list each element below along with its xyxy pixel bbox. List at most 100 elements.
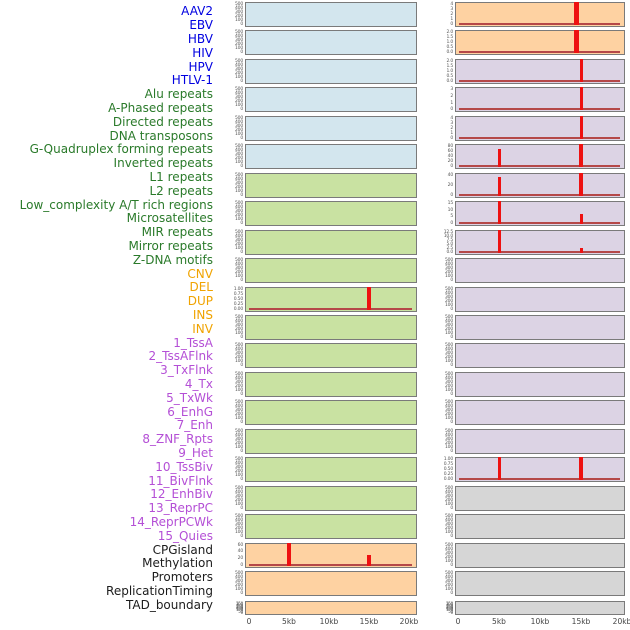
baseline-marker xyxy=(459,51,620,54)
track-panel xyxy=(245,201,417,227)
y-tick-label: 100 xyxy=(445,359,453,365)
y-tick-label: 100 xyxy=(445,558,453,564)
track-panel xyxy=(455,314,625,340)
y-tick-label: 400 xyxy=(235,148,243,154)
feature-label: Methylation xyxy=(142,556,213,571)
x-tick-label: 20kb xyxy=(399,617,419,626)
y-tick-label: 500 xyxy=(445,485,453,491)
y-tick-label: 400 xyxy=(445,489,453,495)
baseline-marker xyxy=(459,108,620,111)
y-tick-label: 500 xyxy=(235,2,243,7)
y-tick-label: 300 xyxy=(235,38,243,44)
y-tick-label: 500 xyxy=(235,485,243,491)
y-tick-label: 1.00 xyxy=(233,286,243,292)
y-tick-label: 200 xyxy=(235,156,243,162)
y-tick-label: 400 xyxy=(235,205,243,211)
y-tick-label: 200 xyxy=(235,42,243,48)
y-tick-label: 300 xyxy=(235,522,243,528)
y-tick-label: 400 xyxy=(235,34,243,40)
y-tick-label: 0 xyxy=(240,591,243,596)
track-panel xyxy=(455,571,625,596)
y-tick-label: 500 xyxy=(235,58,243,64)
y-tick-label: 0 xyxy=(450,306,453,312)
y-tick-label: 500 xyxy=(235,400,243,406)
track-panel xyxy=(245,115,417,141)
feature-label: 9_Het xyxy=(178,445,213,460)
y-tick-label: 300 xyxy=(235,95,243,101)
y-tick-label: 0.0 xyxy=(446,50,453,56)
y-tick-label: 10.0 xyxy=(443,233,453,239)
feature-label: 2_TssAFlnk xyxy=(148,349,213,364)
feature-label: A-Phased repeats xyxy=(108,100,213,115)
y-tick-label: 500 xyxy=(235,314,243,320)
spike-marker xyxy=(367,555,371,566)
y-tick-label: 300 xyxy=(235,237,243,243)
y-tick-label: 0 xyxy=(450,221,453,227)
feature-label: 4_Tx xyxy=(184,376,213,391)
track-panel xyxy=(455,172,625,198)
feature-label: INS xyxy=(192,307,213,322)
spike-marker xyxy=(497,201,501,225)
y-tick-label: 200 xyxy=(235,127,243,133)
y-tick-label: 3 xyxy=(450,7,453,12)
y-tick-label: 0 xyxy=(240,135,243,141)
y-tick-label: 200 xyxy=(445,383,453,389)
spike-marker xyxy=(579,58,583,82)
y-tick-label: 500 xyxy=(235,571,243,576)
y-tick-label: 300 xyxy=(235,180,243,186)
track-panel xyxy=(455,229,625,255)
track-panel xyxy=(245,343,417,369)
feature-label: 12_EnhBiv xyxy=(150,487,213,502)
track-panel xyxy=(245,172,417,198)
track-panel xyxy=(245,229,417,255)
track-panel xyxy=(455,2,625,27)
y-tick-label: 0 xyxy=(450,192,453,198)
y-tick-label: 500 xyxy=(235,115,243,121)
track-panel xyxy=(245,371,417,397)
y-tick-label: 300 xyxy=(235,351,243,357)
feature-label: Z-DNA motifs xyxy=(132,252,213,267)
y-tick-label: 0 xyxy=(240,391,243,397)
y-tick-label: 20 xyxy=(447,182,454,188)
y-tick-label: 0.75 xyxy=(233,291,243,297)
y-tick-label: 400 xyxy=(235,575,243,580)
x-tick-label: 10kb xyxy=(319,617,339,626)
y-tick-label: 0.00 xyxy=(443,477,453,483)
feature-label: Promoters xyxy=(151,570,213,585)
y-tick-label: 200 xyxy=(235,604,243,610)
spike-marker xyxy=(497,149,501,168)
y-tick-label: 400 xyxy=(235,62,243,68)
track-panel xyxy=(245,485,417,511)
y-tick-label: 0 xyxy=(240,448,243,454)
y-tick-label: 300 xyxy=(445,322,453,328)
y-tick-label: 500 xyxy=(445,514,453,520)
y-tick-label: 200 xyxy=(235,469,243,475)
spike-marker xyxy=(497,457,501,481)
track-panel xyxy=(455,371,625,397)
y-tick-label: 500 xyxy=(235,428,243,434)
y-tick-label: 100 xyxy=(235,160,243,166)
spike-marker xyxy=(574,30,580,54)
y-tick-label: 100 xyxy=(445,530,453,536)
y-tick-label: 100 xyxy=(235,387,243,393)
feature-label: Alu repeats xyxy=(144,87,213,102)
feature-label: HBV xyxy=(187,31,213,46)
y-tick-label: 300 xyxy=(235,493,243,499)
y-tick-label: 60 xyxy=(237,542,244,548)
feature-label: 13_ReprPC xyxy=(148,501,213,516)
y-tick-label: 150 xyxy=(445,606,453,612)
y-tick-label: 100 xyxy=(445,444,453,450)
y-tick-label: 40 xyxy=(447,154,454,160)
feature-label: L1 repeats xyxy=(149,169,214,184)
track-panel xyxy=(455,343,625,369)
y-tick-label: 0 xyxy=(450,534,453,540)
y-tick-label: 0 xyxy=(240,107,243,113)
feature-label: 11_BivFlnk xyxy=(148,473,213,488)
y-tick-label: 200 xyxy=(235,241,243,247)
y-tick-label: 400 xyxy=(445,432,453,438)
y-tick-label: 100 xyxy=(235,587,243,592)
y-tick-label: 0 xyxy=(450,334,453,340)
feature-label: G-Quadruplex forming repeats xyxy=(29,142,213,157)
y-tick-label: 100 xyxy=(235,18,243,23)
y-tick-label: 500 xyxy=(445,286,453,292)
